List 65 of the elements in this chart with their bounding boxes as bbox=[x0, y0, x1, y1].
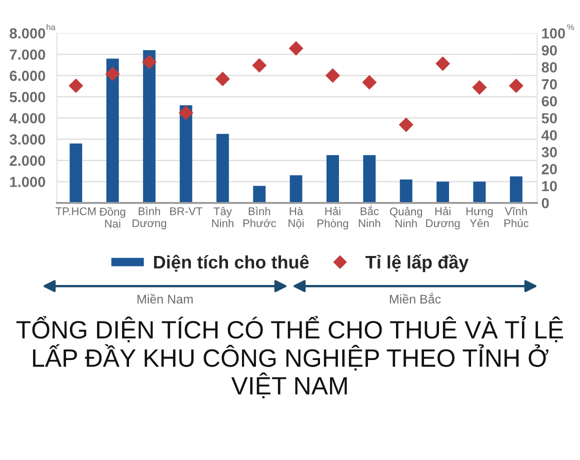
x-tick-label: TP.HCM bbox=[56, 207, 96, 216]
y-tick-label: 4.000 bbox=[9, 113, 46, 124]
x-tick-label: Vĩnh Phúc bbox=[504, 207, 529, 228]
x-tick-label: Bắc Ninh bbox=[358, 205, 380, 228]
y2-tick-label: 100 bbox=[542, 28, 565, 39]
point bbox=[215, 72, 230, 86]
x-tick-label: Hưng Yên bbox=[466, 207, 493, 228]
text: Miền Bắc bbox=[390, 292, 441, 304]
bar bbox=[363, 155, 376, 203]
x-tick-label: Tây Ninh bbox=[212, 207, 234, 228]
bar bbox=[436, 182, 450, 203]
x-tick-label: Hải Phòng bbox=[318, 206, 348, 230]
bar bbox=[510, 176, 522, 203]
point bbox=[68, 78, 84, 94]
y2-tick-label: 40 bbox=[541, 130, 557, 140]
bar bbox=[253, 186, 266, 203]
y-tick-label: 7.000 bbox=[10, 49, 46, 60]
point bbox=[362, 75, 377, 90]
x-tick-label: Bình Phước bbox=[243, 206, 276, 228]
y-tick-label: 3.000 bbox=[10, 134, 46, 145]
x-tick-label: Bình Dương bbox=[132, 206, 166, 230]
point bbox=[142, 54, 157, 70]
bar bbox=[400, 180, 412, 203]
bar bbox=[106, 58, 119, 203]
x-tick-label: Đồng Nai bbox=[99, 207, 126, 228]
y-axis-title: ha bbox=[46, 24, 56, 30]
x-tick-label: Hải Dương bbox=[426, 206, 460, 230]
x-tick-label: Quảng Ninh bbox=[390, 207, 422, 228]
y2-tick-label: 0 bbox=[542, 198, 549, 208]
y-tick-label: 6.000 bbox=[10, 70, 46, 81]
bar bbox=[143, 50, 156, 203]
point bbox=[508, 78, 524, 94]
y-tick-label: 2.000 bbox=[10, 156, 46, 166]
text: Miền Nam bbox=[138, 294, 193, 304]
y2-axis-title: % bbox=[567, 24, 574, 30]
point bbox=[398, 117, 414, 132]
bar bbox=[473, 182, 486, 203]
x-tick-label: BR-VT bbox=[170, 207, 202, 216]
point bbox=[325, 68, 340, 83]
point bbox=[178, 106, 194, 120]
y2-tick-label: 70 bbox=[542, 79, 557, 90]
y-tick-label: 1.000 bbox=[10, 176, 46, 188]
y2-tick-label: 60 bbox=[542, 96, 557, 106]
legend-label: Tỉ lệ lấp đầy bbox=[366, 254, 469, 272]
y2-tick-label: 80 bbox=[542, 62, 557, 72]
point bbox=[472, 80, 487, 95]
bar bbox=[180, 105, 192, 203]
y2-tick-label: 20 bbox=[542, 164, 557, 174]
point bbox=[436, 56, 450, 71]
bar bbox=[70, 143, 82, 203]
y-tick-label: 8.000 bbox=[10, 28, 46, 39]
y2-tick-label: 90 bbox=[542, 45, 557, 56]
legend-label: Diện tích cho thuê bbox=[154, 254, 309, 272]
point bbox=[252, 58, 267, 73]
point bbox=[288, 41, 304, 56]
bar bbox=[326, 155, 339, 203]
text: TỔNG DIỆN TÍCH CÓ THỂ CHO THUÊ VÀ TỈ LỆ LẤP ĐẦY KHU CÔNG NGHIỆP THEO TỈNH Ở VIỆT NAM bbox=[16, 316, 564, 398]
point bbox=[105, 66, 120, 82]
y2-tick-label: 10 bbox=[542, 180, 557, 192]
y2-tick-label: 50 bbox=[542, 113, 557, 124]
bar bbox=[290, 175, 302, 203]
y2-tick-label: 30 bbox=[542, 147, 557, 158]
x-tick-label: Hà Nội bbox=[288, 206, 304, 229]
bar bbox=[216, 134, 229, 203]
y-tick-label: 5.000 bbox=[10, 92, 46, 102]
